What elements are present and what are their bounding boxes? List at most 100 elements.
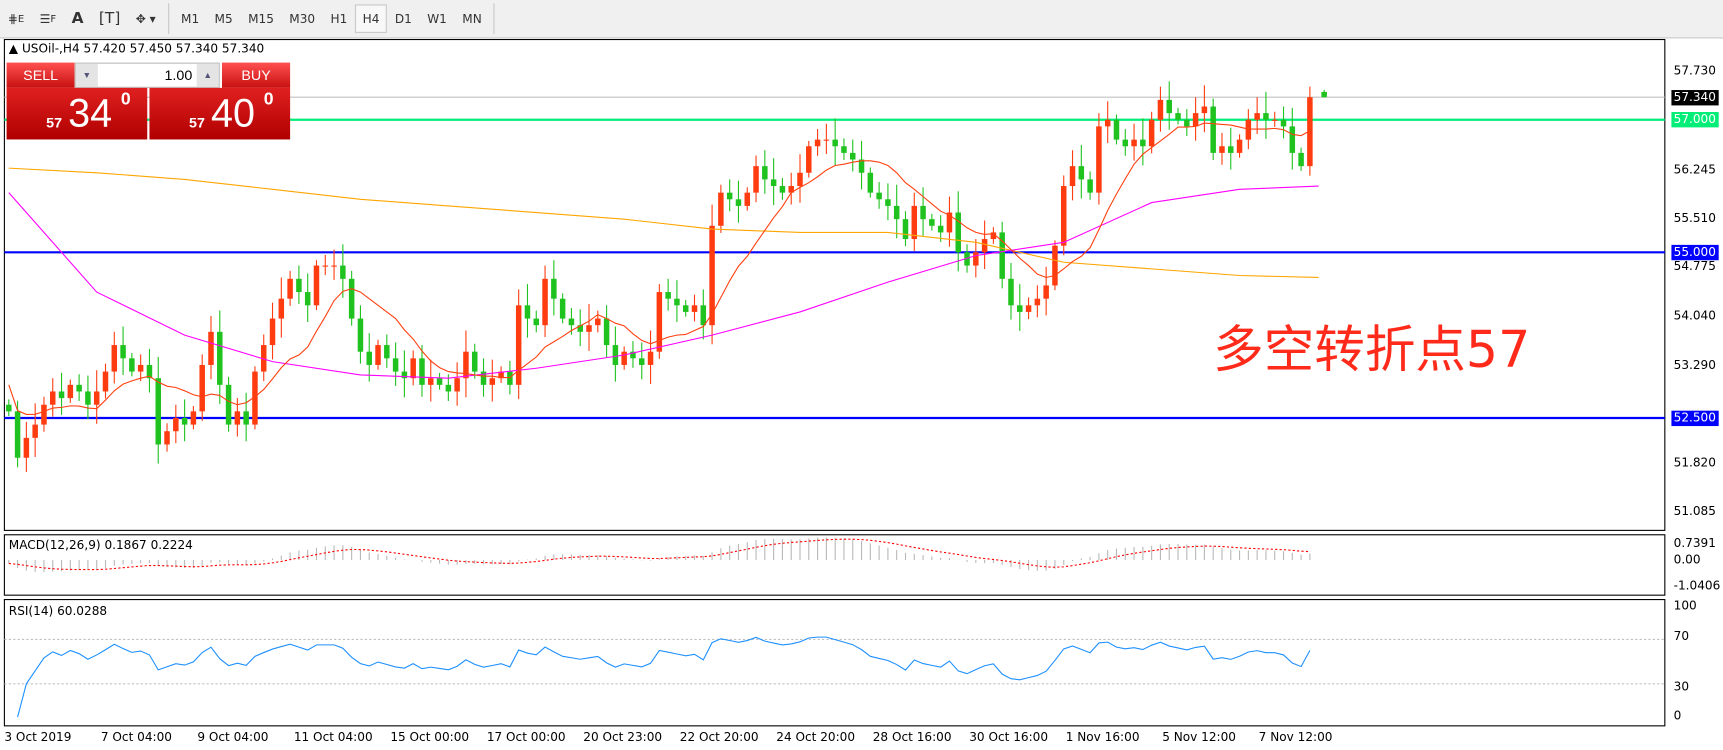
time-axis-tick: 15 Oct 00:00 [390,730,470,745]
time-axis-tick: 11 Oct 04:00 [293,730,373,745]
lot-value[interactable]: 1.00 [164,66,193,84]
timeframe-m5[interactable]: M5 [214,11,233,26]
buy-price-main: 40 [210,90,255,136]
candle-body [621,351,627,365]
candle-body [269,318,276,346]
candle-body [137,364,144,372]
fibo-tool-icon[interactable]: ☰ F [39,11,57,26]
timeframe-d1[interactable]: D1 [394,11,412,26]
candle-body [1254,113,1260,120]
candle-body [1219,146,1225,153]
candle-body [384,345,390,359]
candle-body [6,404,12,412]
candle-body [858,159,865,173]
candle-body [630,351,636,359]
candle-body [1236,139,1243,153]
chart-annotation[interactable]: 多空转折点57 [1213,319,1531,379]
sell-label: SELL [23,66,59,84]
candle-body [120,345,126,359]
candle-body [814,139,821,147]
candle-body [806,146,812,173]
hline-price-label[interactable]: 55.000 [1671,244,1719,260]
candle-body [1148,119,1155,147]
timeframe-m15[interactable]: M15 [248,11,274,26]
buy-button[interactable]: BUY [221,62,291,88]
timeframe-h1[interactable]: H1 [330,11,348,26]
lot-decrease-icon[interactable]: ▼ [75,63,98,87]
candle-body [304,292,311,306]
timeframe-h4[interactable]: H4 [354,4,388,33]
candle-body [955,212,961,253]
candle-body [603,318,610,346]
candle-body [252,371,258,425]
sell-price[interactable]: 57 34 0 [6,87,148,140]
candle-body [67,384,74,399]
time-axis-tick: 5 Nov 12:00 [1162,730,1237,745]
candle-body [832,139,838,147]
text-label-tool-icon[interactable]: [T] [98,9,121,28]
candle-body [76,384,82,392]
hline-price-label[interactable]: 57.000 [1671,112,1719,128]
lot-size-input[interactable]: ▼ 1.00 ▲ [74,62,220,88]
candle-body [533,318,540,326]
time-axis-tick: 7 Nov 12:00 [1258,730,1333,745]
candle-body [1060,186,1067,246]
chart-canvas[interactable] [0,38,1723,750]
candle-body [41,404,47,425]
rsi-axis-tick: 70 [1673,629,1690,644]
candle-body [700,305,707,326]
price-axis-tick: 53.290 [1673,357,1716,373]
candle-body [718,192,724,226]
candle-body [375,345,381,365]
rsi-panel [3,599,1666,727]
candle-body [762,166,768,180]
lot-increase-icon[interactable]: ▲ [196,63,219,87]
candle-body [779,186,786,193]
candle-body [647,351,654,365]
candle-body [49,391,56,405]
candle-body [410,358,416,379]
time-axis-tick: 30 Oct 16:00 [969,730,1049,745]
candle-body [392,358,399,372]
candle-body [1122,139,1129,147]
text-tool-icon[interactable]: A [71,9,84,28]
timeframe-m1[interactable]: M1 [181,11,200,26]
candle-body [348,278,355,319]
candle-body [691,305,698,312]
sell-price-prefix: 57 [46,114,63,131]
candle-body [199,364,205,412]
time-axis-tick: 17 Oct 00:00 [486,730,566,745]
candle-body [1271,119,1278,121]
macd-axis-tick: 0.00 [1673,552,1701,567]
shapes-dropdown-icon[interactable]: ✥ ▾ [135,11,156,26]
hline-price-label[interactable]: 52.500 [1671,410,1719,426]
candle-body [313,265,320,306]
timeframe-mn[interactable]: MN [462,11,482,26]
candle-body [357,318,364,352]
candle-body [639,358,645,365]
candle-body [770,179,777,187]
ma-mid-line [8,185,1319,379]
buy-price[interactable]: 57 40 0 [149,87,291,140]
candle-body [129,358,135,372]
timeframe-w1[interactable]: W1 [427,11,447,26]
timeframe-m30[interactable]: M30 [289,11,316,26]
candle-body [489,378,496,385]
candle-body [1157,99,1164,120]
candle-body [1113,119,1120,140]
candle-body [225,384,232,425]
sell-button[interactable]: SELL [6,62,75,88]
candle-body [586,325,592,332]
candle-body [164,431,170,445]
candle-body [849,152,856,160]
candle-body [243,411,249,425]
chart-header: ▲ USOil-,H4 57.420 57.450 57.340 57.340 [9,42,264,56]
candle-body [445,384,452,392]
time-axis-tick: 7 Oct 04:00 [100,730,172,745]
crosshair-tool-icon[interactable]: ⋕ E [7,11,25,26]
price-axis-tick: 51.085 [1673,504,1716,519]
divider [493,3,495,35]
candle-body [419,358,425,385]
candle-body [190,411,197,425]
candle-body [1069,166,1076,187]
